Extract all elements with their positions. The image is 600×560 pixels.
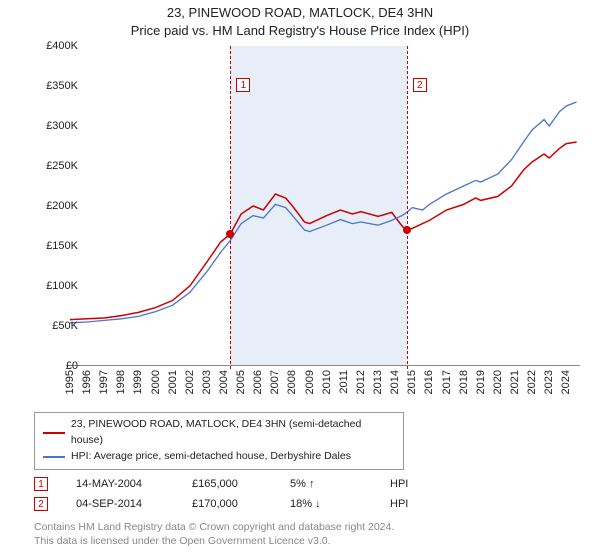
transaction-date: 04-SEP-2014 xyxy=(76,498,164,510)
y-tick-label: £300K xyxy=(34,120,78,132)
transaction-date: 14-MAY-2004 xyxy=(76,478,164,490)
vline xyxy=(230,46,231,369)
legend-row: 23, PINEWOOD ROAD, MATLOCK, DE4 3HN (sem… xyxy=(43,417,395,449)
x-tick-label: 2016 xyxy=(423,370,435,394)
x-tick-label: 2013 xyxy=(372,370,384,394)
title-line-2: Price paid vs. HM Land Registry's House … xyxy=(0,22,600,40)
x-tick-label: 2007 xyxy=(269,370,281,394)
chart-lines xyxy=(70,46,580,366)
footer: Contains HM Land Registry data © Crown c… xyxy=(34,520,590,549)
footer-line-1: Contains HM Land Registry data © Crown c… xyxy=(34,520,590,535)
x-tick-label: 2014 xyxy=(389,370,401,394)
chart-marker: 1 xyxy=(236,78,250,92)
vline xyxy=(407,46,408,369)
transaction-hpi-label: HPI xyxy=(390,498,420,510)
legend-label: 23, PINEWOOD ROAD, MATLOCK, DE4 3HN (sem… xyxy=(71,417,395,449)
y-tick-label: £350K xyxy=(34,80,78,92)
x-tick-label: 2024 xyxy=(560,370,572,394)
transaction-pct: 18% ↓ xyxy=(290,498,362,510)
legend-box: 23, PINEWOOD ROAD, MATLOCK, DE4 3HN (sem… xyxy=(34,412,404,469)
x-tick-label: 1999 xyxy=(132,370,144,394)
x-tick-label: 2005 xyxy=(235,370,247,394)
x-tick-label: 2000 xyxy=(150,370,162,394)
x-tick-label: 2021 xyxy=(509,370,521,394)
y-tick-label: £50K xyxy=(34,320,78,332)
x-tick-label: 1997 xyxy=(98,370,110,394)
legend-swatch xyxy=(43,456,65,458)
transaction-dot xyxy=(226,230,234,238)
x-tick-label: 2004 xyxy=(218,370,230,394)
transaction-price: £165,000 xyxy=(192,478,262,490)
x-tick-label: 2002 xyxy=(184,370,196,394)
y-tick-label: £400K xyxy=(34,40,78,52)
transaction-hpi-label: HPI xyxy=(390,478,420,490)
x-tick-label: 2023 xyxy=(543,370,555,394)
transactions-table: 1 14-MAY-2004 £165,000 5% ↑ HPI 2 04-SEP-2014 £… xyxy=(34,474,590,514)
y-tick-label: £100K xyxy=(34,280,78,292)
x-tick-label: 1995 xyxy=(64,370,76,394)
title-line-1: 23, PINEWOOD ROAD, MATLOCK, DE4 3HN xyxy=(0,4,600,22)
x-tick-label: 2015 xyxy=(406,370,418,394)
transaction-price: £170,000 xyxy=(192,498,262,510)
footer-line-2: This data is licensed under the Open Gov… xyxy=(34,534,590,549)
x-tick-label: 2001 xyxy=(167,370,179,394)
plot: 12 xyxy=(70,46,580,366)
transaction-pct: 5% ↑ xyxy=(290,478,362,490)
x-tick-label: 2020 xyxy=(492,370,504,394)
x-tick-label: 2003 xyxy=(201,370,213,394)
x-tick-label: 2008 xyxy=(286,370,298,394)
legend-label: HPI: Average price, semi-detached house,… xyxy=(71,449,351,465)
x-tick-label: 2018 xyxy=(458,370,470,394)
transaction-row: 1 14-MAY-2004 £165,000 5% ↑ HPI xyxy=(34,474,590,494)
x-tick-label: 1998 xyxy=(115,370,127,394)
y-tick-label: £150K xyxy=(34,240,78,252)
x-tick-label: 2019 xyxy=(475,370,487,394)
chart-area: 12 £0£50K£100K£150K£200K£250K£300K£350K£… xyxy=(22,42,592,410)
transaction-marker: 1 xyxy=(34,477,48,491)
transaction-marker: 2 xyxy=(34,497,48,511)
x-tick-label: 2010 xyxy=(321,370,333,394)
series-line-hpi xyxy=(70,102,577,323)
series-line-price_paid xyxy=(70,142,577,320)
x-tick-label: 2006 xyxy=(252,370,264,394)
x-tick-label: 2017 xyxy=(441,370,453,394)
title-block: 23, PINEWOOD ROAD, MATLOCK, DE4 3HN Pric… xyxy=(0,0,600,42)
legend-row: HPI: Average price, semi-detached house,… xyxy=(43,449,395,465)
legend-swatch xyxy=(43,432,65,434)
y-tick-label: £250K xyxy=(34,160,78,172)
x-tick-label: 2009 xyxy=(304,370,316,394)
transaction-dot xyxy=(403,226,411,234)
x-tick-label: 2022 xyxy=(526,370,538,394)
x-tick-label: 1996 xyxy=(81,370,93,394)
chart-marker: 2 xyxy=(413,78,427,92)
y-tick-label: £200K xyxy=(34,200,78,212)
transaction-row: 2 04-SEP-2014 £170,000 18% ↓ HPI xyxy=(34,494,590,514)
x-tick-label: 2012 xyxy=(355,370,367,394)
x-tick-label: 2011 xyxy=(338,370,350,394)
